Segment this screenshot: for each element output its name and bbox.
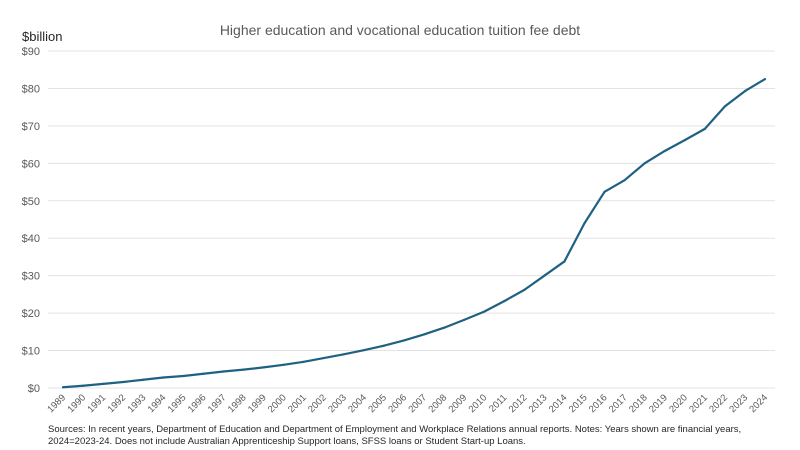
x-tick-label: 2008 — [426, 392, 449, 415]
data-point — [342, 353, 345, 356]
x-tick-label: 2000 — [266, 392, 289, 415]
x-tick-label: 2005 — [366, 392, 389, 415]
data-point — [523, 288, 526, 291]
x-tick-label: 2024 — [747, 392, 770, 415]
data-point — [442, 326, 446, 329]
x-tick-label: 2020 — [667, 392, 690, 415]
data-point — [743, 89, 747, 93]
x-tick-label: 2018 — [627, 392, 650, 415]
y-tick-label: $70 — [22, 121, 40, 133]
x-tick-label: 2007 — [406, 392, 429, 415]
data-point — [683, 139, 686, 142]
x-tick-label: 1993 — [126, 392, 149, 415]
y-tick-label: $90 — [22, 46, 40, 58]
data-point — [483, 310, 486, 313]
x-tick-label: 1998 — [226, 392, 249, 415]
data-point — [362, 349, 365, 352]
x-tick-label: 2022 — [707, 392, 730, 415]
data-point — [763, 77, 767, 81]
data-point — [463, 318, 466, 321]
data-point — [302, 360, 305, 363]
data-point — [603, 190, 606, 193]
y-tick-label: $60 — [22, 158, 40, 170]
x-tick-label: 2017 — [607, 392, 630, 415]
data-point — [222, 370, 225, 373]
x-tick-label: 2014 — [547, 392, 570, 415]
data-point — [282, 363, 285, 366]
x-tick-label: 2023 — [727, 392, 750, 415]
data-point — [61, 386, 65, 389]
data-point — [543, 274, 546, 277]
data-point — [563, 260, 566, 263]
data-point — [703, 127, 706, 130]
data-point — [643, 162, 646, 165]
x-tick-label: 2002 — [306, 392, 329, 415]
data-point — [262, 366, 265, 369]
data-point — [402, 339, 406, 342]
x-tick-label: 1997 — [206, 392, 229, 415]
x-tick-label: 2013 — [527, 392, 550, 415]
y-tick-label: $40 — [22, 233, 40, 245]
data-point — [162, 376, 165, 379]
data-point — [182, 374, 185, 378]
data-point — [122, 380, 125, 384]
x-tick-label: 2004 — [346, 392, 369, 415]
data-point — [142, 378, 145, 381]
x-tick-label: 2021 — [687, 392, 710, 415]
data-point — [322, 356, 325, 360]
x-tick-label: 2012 — [507, 392, 530, 415]
x-tick-label: 2015 — [567, 392, 590, 415]
x-tick-label: 2006 — [386, 392, 409, 415]
y-axis-label: $billion — [22, 29, 63, 44]
data-point — [503, 300, 506, 303]
x-tick-label: 1999 — [246, 392, 269, 415]
data-point — [81, 384, 85, 387]
x-tick-label: 1991 — [86, 392, 109, 415]
source-notes: Sources: In recent years, Department of … — [48, 424, 742, 447]
x-tick-label: 1992 — [106, 392, 129, 415]
data-point — [242, 368, 245, 371]
y-tick-label: $0 — [28, 383, 40, 395]
x-tick-label: 1994 — [146, 392, 169, 415]
data-point — [102, 382, 105, 385]
data-point — [583, 222, 586, 225]
y-tick-label: $10 — [22, 346, 40, 358]
x-tick-label: 2019 — [647, 392, 670, 415]
x-tick-label: 2011 — [487, 392, 509, 414]
x-tick-label: 2009 — [447, 392, 470, 415]
x-tick-label: 1995 — [166, 392, 189, 415]
x-tick-label: 2001 — [286, 392, 309, 415]
y-tick-label: $20 — [22, 308, 40, 320]
x-tick-label: 2003 — [326, 392, 349, 415]
x-tick-label: 1990 — [65, 392, 88, 415]
data-point — [422, 333, 426, 336]
data-point — [723, 105, 726, 108]
y-tick-label: $80 — [22, 83, 40, 95]
data-point — [382, 344, 386, 347]
data-line — [62, 78, 766, 389]
x-tick-label: 1996 — [186, 392, 209, 415]
data-point — [623, 179, 626, 182]
x-tick-label: 1989 — [45, 392, 68, 415]
y-tick-label: $30 — [22, 271, 40, 283]
x-tick-label: 2016 — [587, 392, 610, 415]
data-point — [202, 372, 205, 375]
x-tick-label: 2010 — [467, 392, 490, 415]
chart-title: Higher education and vocational educatio… — [219, 22, 581, 38]
y-tick-label: $50 — [22, 196, 40, 208]
data-point — [663, 149, 666, 153]
